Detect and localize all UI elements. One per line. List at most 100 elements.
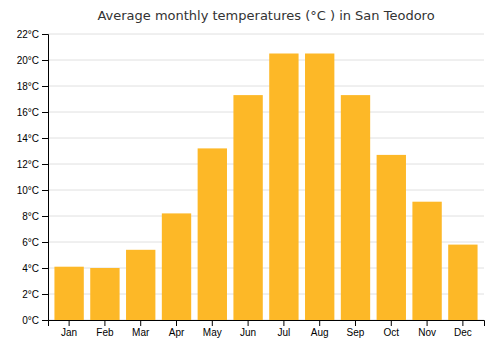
tick-mark [140, 320, 141, 326]
tick-label: Oct [384, 327, 400, 338]
tick-mark [176, 320, 177, 326]
tick: 2°C [22, 289, 48, 300]
x-axis: Jan Feb Mar Apr May Jun Jul Aug Sep Oct Nov Dec [49, 320, 485, 338]
tick: Jun [240, 320, 256, 338]
tick: 4°C [22, 263, 48, 274]
bar [198, 148, 227, 320]
grid [48, 34, 484, 320]
grid-line [48, 164, 484, 165]
grid-line [48, 34, 484, 35]
tick: Aug [311, 320, 329, 338]
tick-label: 22°C [17, 29, 39, 40]
tick-mark [427, 320, 428, 326]
tick-label: Jul [277, 327, 290, 338]
tick-mark [104, 320, 105, 326]
tick-mark [42, 112, 48, 113]
tick: 12°C [17, 159, 48, 170]
axis-line [49, 321, 485, 327]
grid-line [48, 190, 484, 191]
bar [448, 245, 477, 320]
bar [305, 54, 334, 321]
tick-mark [42, 294, 48, 295]
tick: 6°C [22, 237, 48, 248]
tick-mark [42, 86, 48, 87]
tick-label: 20°C [17, 55, 39, 66]
bar [162, 213, 191, 320]
tick: 18°C [17, 81, 48, 92]
tick-mark [42, 164, 48, 165]
grid-line [48, 60, 484, 61]
y-axis: 0°C 2°C 4°C 6°C 8°C 10°C 12°C 14°C 16°C 18°C 20°C 2… [17, 29, 49, 326]
tick: Nov [418, 320, 436, 338]
tick: 14°C [17, 133, 48, 144]
tick-label: Jun [240, 327, 256, 338]
tick: Dec [454, 320, 472, 338]
bar [54, 267, 83, 320]
grid-line [48, 138, 484, 139]
tick: Sep [347, 320, 365, 338]
tick-label: Sep [347, 327, 365, 338]
bar [233, 95, 262, 320]
tick-mark [391, 320, 392, 326]
tick-mark [69, 320, 70, 326]
tick-label: Dec [454, 327, 472, 338]
tick-mark [42, 138, 48, 139]
bar [412, 202, 441, 320]
tick-label: 16°C [17, 107, 39, 118]
tick-label: Apr [169, 327, 185, 338]
bar [269, 54, 298, 321]
tick-label: 8°C [22, 211, 39, 222]
tick-label: 0°C [22, 315, 39, 326]
tick-mark [355, 320, 356, 326]
tick-label: 18°C [17, 81, 39, 92]
tick: Jan [61, 320, 77, 338]
grid-line [48, 86, 484, 87]
grid-line [48, 112, 484, 113]
tick-label: 14°C [17, 133, 39, 144]
tick-mark [462, 320, 463, 326]
tick: 10°C [17, 185, 48, 196]
tick-label: Feb [96, 327, 114, 338]
tick-mark [42, 60, 48, 61]
bar [377, 155, 406, 320]
chart: 0°C 2°C 4°C 6°C 8°C 10°C 12°C 14°C 16°C 18°C 20°C 2… [0, 0, 500, 350]
tick-mark [42, 216, 48, 217]
tick: Feb [96, 320, 114, 338]
tick-mark [42, 242, 48, 243]
tick-mark [283, 320, 284, 326]
tick-label: Mar [132, 327, 150, 338]
bar [126, 250, 155, 320]
tick-label: 12°C [17, 159, 39, 170]
tick: 8°C [22, 211, 48, 222]
tick: 0°C [22, 315, 48, 326]
plot-area: 0°C 2°C 4°C 6°C 8°C 10°C 12°C 14°C 16°C 18°C 20°C 2… [17, 29, 485, 338]
axis-line [42, 35, 49, 321]
tick-label: 6°C [22, 237, 39, 248]
bar [341, 95, 370, 320]
tick-mark [248, 320, 249, 326]
tick-mark [42, 190, 48, 191]
tick: Apr [169, 320, 185, 338]
tick-mark [42, 268, 48, 269]
title: Average monthly temperatures (°C ) in Sa… [97, 8, 434, 23]
tick: Mar [132, 320, 150, 338]
tick: Oct [384, 320, 400, 338]
tick: 16°C [17, 107, 48, 118]
tick: Jul [277, 320, 290, 338]
tick: 22°C [17, 29, 48, 40]
tick: 20°C [17, 55, 48, 66]
tick-mark [212, 320, 213, 326]
bars [54, 54, 477, 321]
tick-label: Nov [418, 327, 436, 338]
tick-label: 2°C [22, 289, 39, 300]
tick-label: 10°C [17, 185, 39, 196]
tick-mark [319, 320, 320, 326]
tick-mark [42, 320, 48, 321]
tick-label: Jan [61, 327, 77, 338]
tick-mark [42, 34, 48, 35]
tick: May [203, 320, 222, 338]
tick-label: May [203, 327, 222, 338]
tick-label: 4°C [22, 263, 39, 274]
tick-label: Aug [311, 327, 329, 338]
bar [90, 268, 119, 320]
